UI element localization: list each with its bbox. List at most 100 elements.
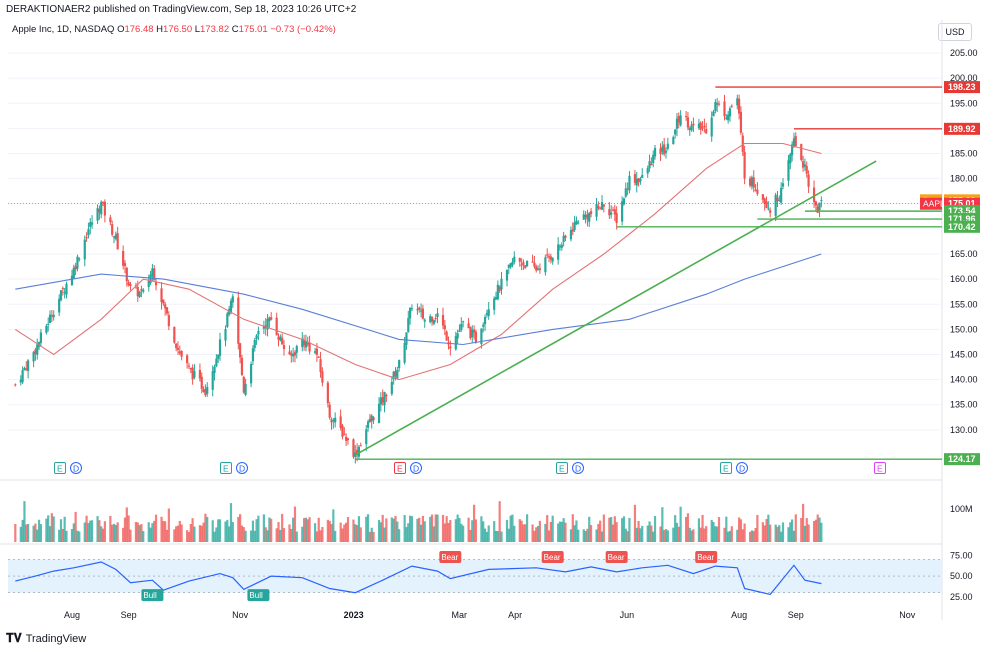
candle-body [536, 268, 540, 270]
volume-bar [224, 521, 227, 542]
volume-bar [589, 525, 593, 542]
candle-body [674, 129, 677, 135]
volume-bar [394, 515, 397, 542]
price-chart[interactable]: 130.00 135.00 140.00 145.00 150.00 155.00 160.… [0, 20, 1000, 620]
volume-bar [352, 519, 355, 542]
close-label: C [231, 24, 239, 35]
rsi-tick-label: 75.00 [950, 550, 973, 560]
candle-body [32, 352, 35, 362]
dividend-marker-icon[interactable] [572, 462, 584, 474]
divergence-badge[interactable] [439, 550, 462, 563]
earnings-marker-icon[interactable] [556, 462, 568, 474]
candle-body [774, 194, 777, 216]
volume-bar [100, 526, 103, 542]
volume-bar [622, 516, 626, 542]
event-marker-label: E [723, 464, 729, 474]
candle-body [39, 332, 43, 344]
trend-line[interactable] [354, 160, 877, 456]
divergence-badge[interactable] [605, 550, 628, 563]
candle-body [381, 397, 384, 403]
candle-body [383, 391, 386, 406]
divergence-badge[interactable] [247, 589, 270, 602]
price-tag-label: 173.54 [948, 206, 976, 216]
candle-body [215, 358, 218, 367]
rsi-line [15, 561, 822, 596]
dividend-marker-icon[interactable] [70, 462, 82, 474]
candle-body [122, 250, 125, 266]
candle-body [59, 290, 63, 301]
volume-bar [812, 520, 816, 542]
candle-body [686, 117, 690, 128]
volume-bar [739, 519, 743, 542]
candle-body [178, 351, 181, 354]
dividend-marker-icon[interactable] [236, 462, 248, 474]
currency-button[interactable]: USD [938, 23, 972, 41]
candle-body [19, 379, 22, 383]
divergence-badge[interactable] [695, 550, 718, 563]
candle-body [688, 127, 691, 130]
volume-bar [315, 531, 318, 542]
dividend-marker-icon[interactable] [736, 462, 748, 474]
candle-body [365, 429, 368, 445]
candle-body [282, 345, 286, 350]
volume-bar [482, 521, 485, 542]
candle-body [116, 233, 119, 250]
candle-body [377, 403, 381, 424]
close-value: 175.01 [238, 24, 268, 35]
candle-body [191, 367, 194, 380]
volume-bar [588, 516, 591, 542]
earnings-marker-icon[interactable] [394, 462, 406, 474]
candle-body [600, 202, 604, 210]
dividend-marker-icon[interactable] [410, 462, 422, 474]
price-tag-box [944, 220, 980, 233]
price-tag-box [944, 81, 980, 94]
candle-body [421, 308, 425, 319]
volume-bar [111, 524, 114, 542]
volume-bar [765, 519, 768, 542]
candle-body [127, 282, 130, 286]
volume-bar [23, 501, 26, 542]
earnings-marker-icon[interactable] [720, 462, 732, 474]
volume-bar [87, 523, 90, 542]
candle-body [239, 343, 242, 358]
volume-bar [61, 528, 64, 542]
volume-bar [615, 522, 618, 542]
volume-bar [546, 515, 549, 542]
candle-body [666, 143, 669, 149]
candle-body [794, 136, 797, 146]
open-value: 176.48 [124, 24, 154, 35]
volume-bar [114, 524, 117, 542]
earnings-marker-icon[interactable] [220, 462, 232, 474]
candle-body [394, 371, 397, 377]
candle-body [326, 382, 329, 404]
volume-bar [776, 526, 779, 542]
price-tag-label: 124.17 [948, 454, 976, 464]
candle-body [677, 116, 680, 123]
earnings-marker-icon[interactable] [874, 462, 886, 474]
volume-bar [175, 526, 178, 542]
candle-body [390, 381, 393, 394]
volume-bar [370, 527, 373, 542]
volume-bar [761, 522, 764, 542]
divergence-badge[interactable] [141, 589, 164, 602]
candle-body [458, 330, 461, 332]
volume-bar [206, 516, 209, 542]
candle-body [198, 369, 202, 379]
candle-body [224, 329, 227, 341]
candle-body [50, 315, 53, 317]
volume-bar [633, 504, 637, 542]
volume-bar [423, 521, 426, 542]
candle-body [290, 353, 293, 356]
earnings-marker-icon[interactable] [54, 462, 66, 474]
candle-body [217, 354, 220, 359]
candle-body [419, 310, 423, 312]
divergence-badge[interactable] [541, 550, 564, 563]
volume-bar [500, 531, 503, 542]
y-tick-label: 155.00 [950, 299, 978, 309]
volume-bar [383, 527, 386, 542]
volume-bar [767, 514, 770, 542]
candle-body [432, 320, 435, 324]
volume-bar [365, 516, 368, 542]
volume-bar [531, 524, 534, 542]
candle-body [569, 230, 573, 240]
